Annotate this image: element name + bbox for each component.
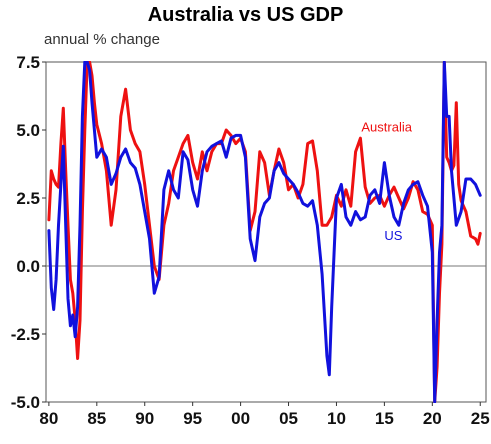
axes-frame (45, 61, 487, 403)
y-tick-label: -5.0 (11, 393, 40, 412)
y-tick-label: 2.5 (16, 189, 40, 208)
y-axis-ticks: -5.0 -2.5 0.0 2.5 5.0 7.5 (11, 53, 46, 412)
y-tick-label: 5.0 (16, 121, 40, 140)
series-line-australia (47, 61, 482, 403)
chart-subtitle: annual % change (44, 31, 160, 48)
series-annotations: Australia US (361, 119, 412, 243)
series-label-australia: Australia (361, 119, 412, 134)
y-tick-label: 0.0 (16, 257, 40, 276)
series-label-us: US (384, 228, 402, 243)
x-tick-label: 15 (375, 409, 394, 428)
x-axis-ticks: 80 85 90 95 00 05 10 15 20 25 (39, 402, 490, 428)
x-tick-label: 90 (135, 409, 154, 428)
y-tick-label: -2.5 (11, 325, 40, 344)
x-tick-label: 00 (231, 409, 250, 428)
x-tick-label: 95 (183, 409, 202, 428)
plot-frame (45, 61, 487, 403)
x-tick-label: 10 (327, 409, 346, 428)
x-tick-label: 80 (39, 409, 58, 428)
y-tick-label: 7.5 (16, 53, 40, 72)
series-lines (47, 61, 482, 403)
x-tick-label: 20 (423, 409, 442, 428)
x-tick-label: 85 (87, 409, 106, 428)
x-tick-label: 25 (471, 409, 490, 428)
series-line-us (47, 61, 482, 403)
chart-title: Australia vs US GDP (147, 4, 344, 26)
x-tick-label: 05 (279, 409, 298, 428)
